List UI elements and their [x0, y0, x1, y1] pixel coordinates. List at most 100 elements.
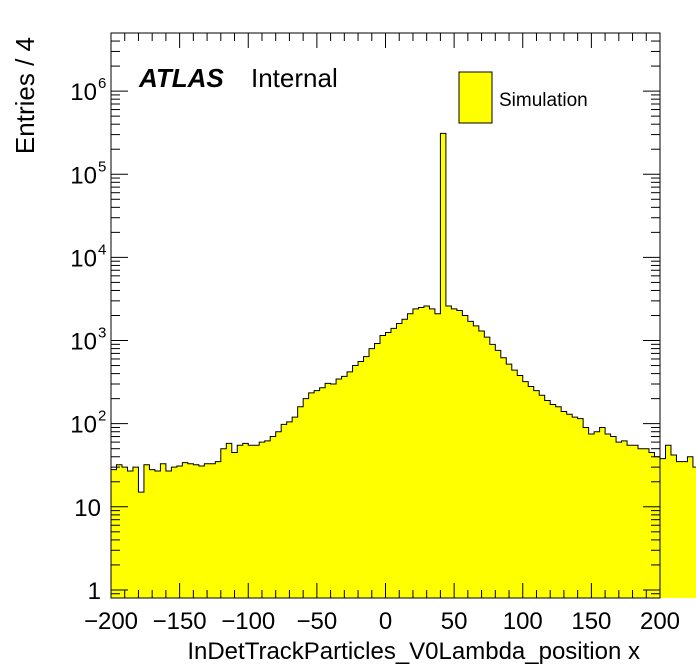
histogram-bin: [495, 350, 502, 598]
histogram-bin: [511, 370, 518, 598]
x-axis-label: InDetTrackParticles_V0Lambda_position x: [187, 638, 640, 665]
histogram-bin: [533, 390, 540, 598]
histogram-bin: [396, 323, 403, 598]
histogram-bin: [539, 395, 546, 598]
histogram-bin: [325, 383, 331, 598]
histogram-bin: [528, 386, 535, 598]
histogram-bin: [456, 310, 463, 598]
x-tick-label: 100: [503, 608, 543, 635]
histogram-bin: [121, 467, 128, 598]
histogram-bin: [583, 427, 589, 598]
x-tick-label: −100: [221, 608, 275, 635]
histogram-bin: [248, 445, 255, 598]
histogram-bin: [264, 440, 271, 598]
histogram-bars: [111, 132, 696, 599]
x-tick-label: 50: [441, 608, 468, 635]
histogram-bin: [242, 443, 249, 598]
histogram-bin: [681, 461, 688, 598]
histogram-bin: [385, 332, 392, 598]
y-axis-label: Entries / 4: [10, 37, 40, 154]
histogram-bin: [308, 392, 315, 598]
histogram-bin: [665, 445, 672, 598]
legend-swatch: [458, 71, 493, 124]
x-tick-label: −50: [297, 608, 338, 635]
histogram-bin: [550, 404, 556, 598]
histogram-bin: [692, 467, 696, 598]
histogram-bin: [423, 306, 430, 598]
histogram-bin: [297, 406, 304, 598]
histogram-bin: [418, 307, 425, 598]
legend: Simulation: [458, 71, 588, 124]
histogram-bin: [347, 371, 353, 598]
legend-label: Simulation: [499, 90, 588, 111]
internal-label: Internal: [251, 63, 338, 93]
histogram-bin: [193, 464, 200, 598]
histogram-bin: [588, 434, 595, 598]
histogram-bin: [330, 383, 337, 598]
histogram-bin: [654, 456, 661, 598]
y-tick-exponent: 2: [98, 408, 106, 425]
histogram-bin: [610, 436, 617, 598]
histogram-bin: [369, 348, 375, 598]
histogram-bin: [149, 469, 156, 598]
histogram-bin: [127, 470, 134, 598]
histogram-bin: [314, 390, 320, 598]
histogram-bin: [605, 434, 611, 598]
histogram-bin: [566, 414, 573, 598]
histogram-bin: [259, 442, 266, 598]
histogram-bin: [165, 470, 172, 598]
histogram-bin: [572, 417, 578, 598]
histogram-bin: [390, 328, 397, 598]
histogram-bin: [577, 418, 584, 598]
histogram-bin: [670, 454, 677, 598]
y-tick-label: 1: [88, 578, 101, 605]
histogram-bin: [319, 387, 326, 598]
histogram-bin: [226, 443, 233, 598]
histogram-bin: [358, 361, 364, 598]
histogram-bin: [237, 445, 244, 598]
histogram-bin: [412, 308, 419, 598]
histogram-bin: [594, 431, 600, 598]
histogram-bin: [176, 465, 183, 598]
histogram-bin: [638, 448, 644, 598]
histogram-bin: [182, 462, 189, 598]
histogram-bin: [632, 445, 639, 598]
histogram-bin: [231, 452, 238, 598]
histogram-bin: [676, 461, 683, 598]
histogram-bin: [220, 448, 227, 598]
histogram-bin: [132, 467, 139, 598]
x-tick-label: −150: [153, 608, 207, 635]
histogram-bin: [198, 465, 205, 598]
histogram-bin: [429, 308, 436, 598]
histogram-bin: [506, 364, 513, 598]
histogram-bin: [445, 306, 452, 598]
y-tick-exponent: 6: [98, 75, 106, 92]
y-tick-exponent: 4: [98, 241, 106, 258]
histogram-bin: [434, 313, 441, 598]
histogram-bin: [154, 470, 161, 598]
histogram-bin: [660, 458, 666, 598]
x-axis-ticks: −200 −150 −100 −50 0 50 100 150 200: [84, 33, 680, 635]
y-tick-label: 10: [70, 245, 97, 272]
histogram-bin: [292, 417, 298, 598]
histogram-bin: [621, 440, 628, 598]
x-tick-label: 200: [640, 608, 680, 635]
y-tick-label: 10: [70, 329, 97, 356]
y-tick-exponent: 5: [98, 158, 106, 175]
histogram-bin: [473, 325, 480, 598]
histogram-bin: [489, 344, 496, 598]
histogram-bin: [336, 378, 342, 598]
histogram-bin: [111, 469, 117, 598]
x-tick-label: −200: [84, 608, 138, 635]
histogram-bin: [209, 463, 216, 598]
y-tick-label: 10: [74, 495, 101, 522]
y-tick-label: 10: [70, 162, 97, 189]
histogram-bin: [687, 456, 694, 598]
y-tick-label: 10: [70, 79, 97, 106]
histogram-bin: [275, 431, 282, 598]
histogram-bin: [160, 463, 167, 598]
histogram-bin: [478, 331, 485, 598]
histogram-bin: [544, 400, 551, 598]
